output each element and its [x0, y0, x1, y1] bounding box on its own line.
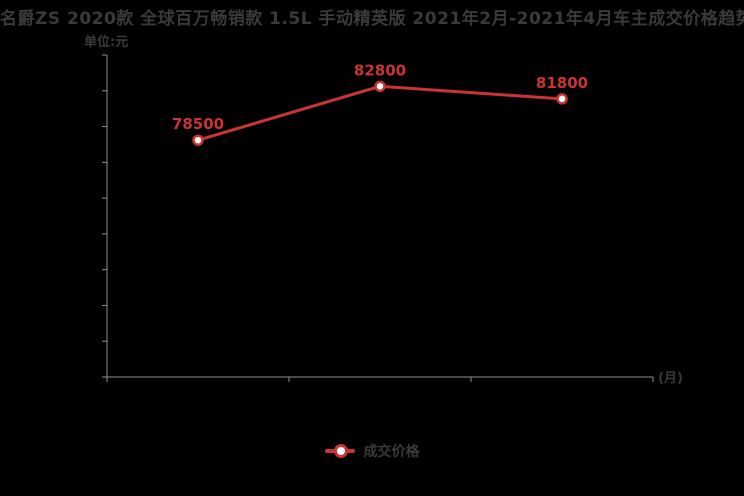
legend-item-price-series[interactable]: 成交价格 — [324, 441, 420, 461]
y-axis-unit-label: 单位:元 — [84, 35, 129, 50]
data-point-marker — [556, 93, 568, 105]
data-point-marker — [374, 80, 386, 93]
chart-title: 名爵ZS 2020款 全球百万畅销款 1.5L 手动精英版 2021年2月-20… — [0, 9, 744, 29]
legend-series-label: 成交价格 — [363, 444, 420, 460]
data-point-marker — [192, 134, 204, 146]
chart-legend: 成交价格 — [0, 441, 744, 461]
legend-line-marker-icon — [324, 444, 355, 458]
series-line — [197, 84, 563, 142]
data-point-label: 81800 — [536, 74, 588, 92]
x-axis-unit-label: (月) — [658, 371, 683, 386]
data-point-label: 82800 — [354, 61, 406, 79]
data-point-label: 78500 — [172, 115, 224, 133]
legend-circle-marker-icon — [333, 444, 348, 458]
